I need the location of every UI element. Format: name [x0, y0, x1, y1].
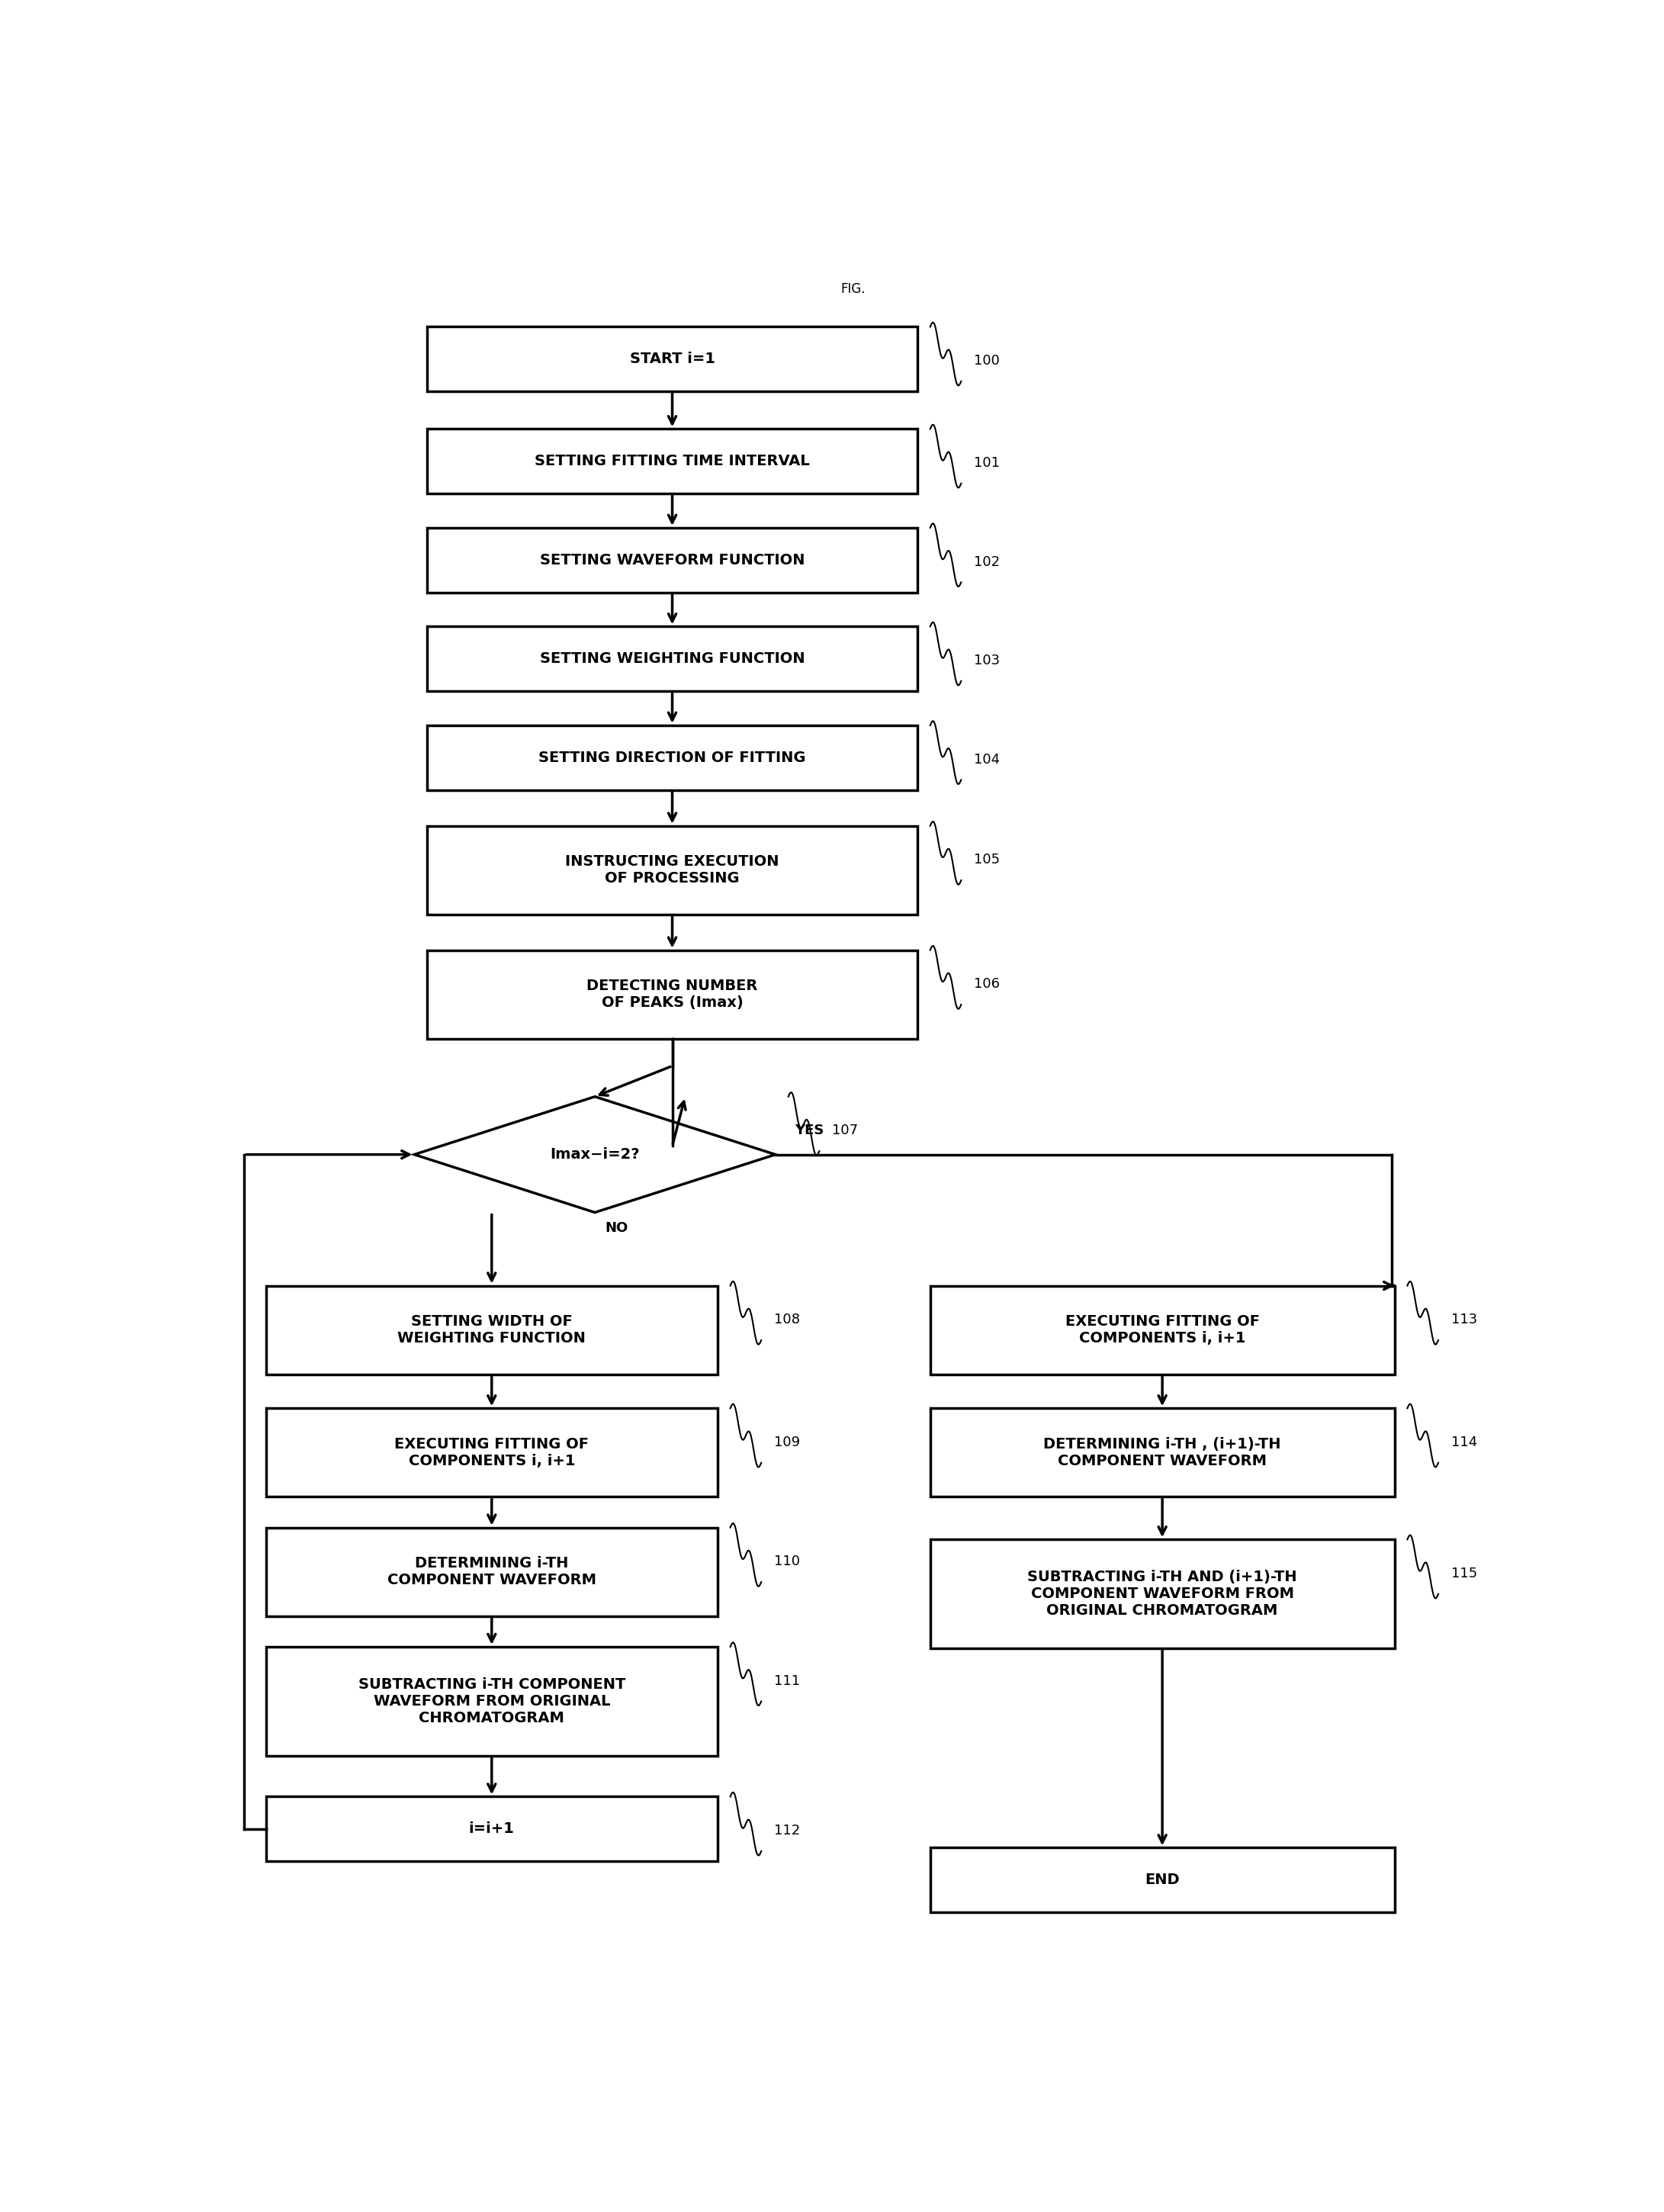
Text: i=i+1: i=i+1 [469, 1823, 514, 1836]
Text: SUBTRACTING i-TH AND (i+1)-TH
COMPONENT WAVEFORM FROM
ORIGINAL CHROMATOGRAM: SUBTRACTING i-TH AND (i+1)-TH COMPONENT … [1027, 1571, 1298, 1617]
Text: END: END [1145, 1874, 1180, 1887]
Bar [428, 327, 917, 392]
Text: 107: 107 [832, 1124, 859, 1137]
Bar [266, 1796, 717, 1860]
Text: 110: 110 [774, 1555, 800, 1568]
Bar [428, 825, 917, 914]
Text: 101: 101 [973, 456, 1000, 469]
Text: 112: 112 [774, 1825, 800, 1838]
Bar [428, 429, 917, 493]
Bar [930, 1285, 1394, 1374]
Text: 100: 100 [973, 354, 1000, 367]
Text: SETTING WIDTH OF
WEIGHTING FUNCTION: SETTING WIDTH OF WEIGHTING FUNCTION [398, 1314, 586, 1345]
Bar [930, 1540, 1394, 1648]
Text: 115: 115 [1451, 1566, 1478, 1579]
Bar [428, 626, 917, 690]
Text: DETERMINING i-TH , (i+1)-TH
COMPONENT WAVEFORM: DETERMINING i-TH , (i+1)-TH COMPONENT WA… [1043, 1438, 1281, 1469]
Bar [266, 1646, 717, 1756]
Text: DETECTING NUMBER
OF PEAKS (Imax): DETECTING NUMBER OF PEAKS (Imax) [587, 978, 757, 1011]
Text: 105: 105 [973, 854, 1000, 867]
Text: 102: 102 [973, 555, 1000, 568]
Text: YES: YES [795, 1124, 824, 1137]
Bar [930, 1847, 1394, 1913]
Polygon shape [414, 1097, 775, 1212]
Text: SETTING WEIGHTING FUNCTION: SETTING WEIGHTING FUNCTION [539, 653, 805, 666]
Bar [428, 951, 917, 1040]
Text: EXECUTING FITTING OF
COMPONENTS i, i+1: EXECUTING FITTING OF COMPONENTS i, i+1 [394, 1438, 589, 1469]
Text: FIG.: FIG. [840, 283, 865, 296]
Bar [266, 1528, 717, 1617]
Text: 111: 111 [774, 1674, 800, 1688]
Text: 108: 108 [774, 1314, 800, 1327]
Text: EXECUTING FITTING OF
COMPONENTS i, i+1: EXECUTING FITTING OF COMPONENTS i, i+1 [1065, 1314, 1260, 1345]
Bar [266, 1409, 717, 1498]
Text: NO: NO [606, 1221, 629, 1234]
Text: SETTING FITTING TIME INTERVAL: SETTING FITTING TIME INTERVAL [534, 453, 810, 469]
Text: 113: 113 [1451, 1314, 1478, 1327]
Text: 104: 104 [973, 752, 1000, 765]
Bar [266, 1285, 717, 1374]
Text: 114: 114 [1451, 1436, 1478, 1449]
Bar [428, 726, 917, 790]
Bar [428, 529, 917, 593]
Text: SUBTRACTING i-TH COMPONENT
WAVEFORM FROM ORIGINAL
CHROMATOGRAM: SUBTRACTING i-TH COMPONENT WAVEFORM FROM… [358, 1677, 626, 1725]
Text: Imax−i=2?: Imax−i=2? [551, 1148, 639, 1161]
Text: INSTRUCTING EXECUTION
OF PROCESSING: INSTRUCTING EXECUTION OF PROCESSING [566, 854, 779, 885]
Text: START i=1: START i=1 [629, 352, 716, 367]
Text: 103: 103 [973, 655, 1000, 668]
Text: SETTING DIRECTION OF FITTING: SETTING DIRECTION OF FITTING [539, 750, 805, 765]
Text: SETTING WAVEFORM FUNCTION: SETTING WAVEFORM FUNCTION [539, 553, 805, 566]
Text: 109: 109 [774, 1436, 800, 1449]
Text: DETERMINING i-TH
COMPONENT WAVEFORM: DETERMINING i-TH COMPONENT WAVEFORM [388, 1557, 596, 1588]
Text: 106: 106 [973, 978, 1000, 991]
Bar [930, 1409, 1394, 1498]
